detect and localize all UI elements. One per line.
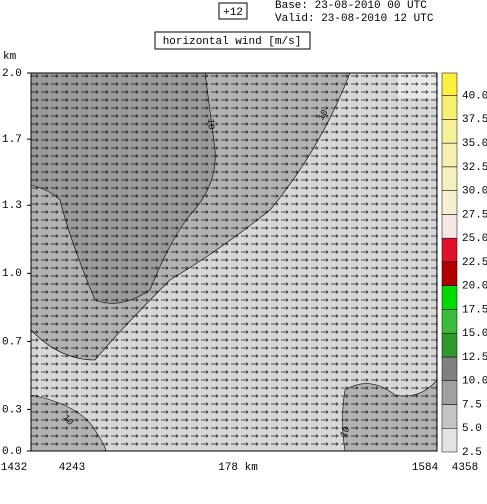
x-label: 4358 <box>452 462 478 474</box>
colorbar-label: 40.0 <box>462 90 487 102</box>
wind-vectors <box>31 73 437 451</box>
valid-time: Valid: 23-08-2010 12 UTC <box>275 13 434 25</box>
x-label: 178 km <box>218 462 258 474</box>
colorbar-box <box>441 237 458 263</box>
colorbar-box <box>441 72 458 96</box>
plot-area: 10 10 10 10 <box>30 72 438 452</box>
colorbar-box <box>441 119 458 144</box>
colorbar-box <box>441 285 458 310</box>
colorbar-label: 37.5 <box>462 114 487 126</box>
colorbar-box <box>441 261 458 286</box>
colorbar-box <box>441 142 458 168</box>
y-tick-label: 0.7 <box>2 336 22 348</box>
chart-title: horizontal wind [m/s] <box>163 36 302 48</box>
colorbar-label: 30.0 <box>462 186 487 198</box>
colorbar-label: 25.0 <box>462 233 487 245</box>
colorbar-box <box>441 166 458 191</box>
colorbar-label: 32.5 <box>462 162 487 174</box>
colorbar-box <box>441 356 458 381</box>
colorbar-label: 2.5 <box>462 447 482 459</box>
forecast-step: +12 <box>223 7 243 19</box>
colorbar-label: 10.0 <box>462 376 487 388</box>
colorbar-box <box>441 427 458 453</box>
colorbar-box <box>441 190 458 215</box>
colorbar-label: 12.5 <box>462 352 487 364</box>
contour-label: 10 <box>206 119 216 130</box>
x-label: 1432 <box>1 462 27 474</box>
y-tick-label: 1.3 <box>2 200 22 212</box>
step-box <box>218 2 248 20</box>
y-tick-label: 1.7 <box>2 134 22 146</box>
colorbar-label: 27.5 <box>462 209 487 221</box>
colorbar-label: 5.0 <box>462 423 482 435</box>
y-tick-label: 0.0 <box>2 446 22 458</box>
title-box <box>154 31 311 50</box>
x-label: 4243 <box>59 462 85 474</box>
colorbar-label: 35.0 <box>462 138 487 150</box>
colorbar-label: 15.0 <box>462 328 487 340</box>
y-tick-label: 0.3 <box>2 404 22 416</box>
colorbar-box <box>441 95 458 120</box>
contour-label: 10 <box>316 108 330 122</box>
y-tick-label: 2.0 <box>2 68 22 80</box>
colorbar-box <box>441 404 458 429</box>
colorbar-box <box>441 380 458 405</box>
colorbar-label: 17.5 <box>462 304 487 316</box>
colorbar-box <box>441 309 458 334</box>
colorbar-label: 7.5 <box>462 399 482 411</box>
colorbar-label: 20.0 <box>462 281 487 293</box>
colorbar-box <box>441 332 458 358</box>
plot-frame <box>30 72 438 452</box>
y-tick-label: 1.0 <box>2 268 22 280</box>
colorbar-box <box>441 214 458 239</box>
base-time: Base: 23-08-2010 00 UTC <box>275 0 427 12</box>
x-label: 1584 <box>412 462 439 474</box>
colorbar-label: 22.5 <box>462 257 487 269</box>
y-axis-label: km <box>3 51 17 63</box>
contour-label: 10 <box>338 425 352 439</box>
